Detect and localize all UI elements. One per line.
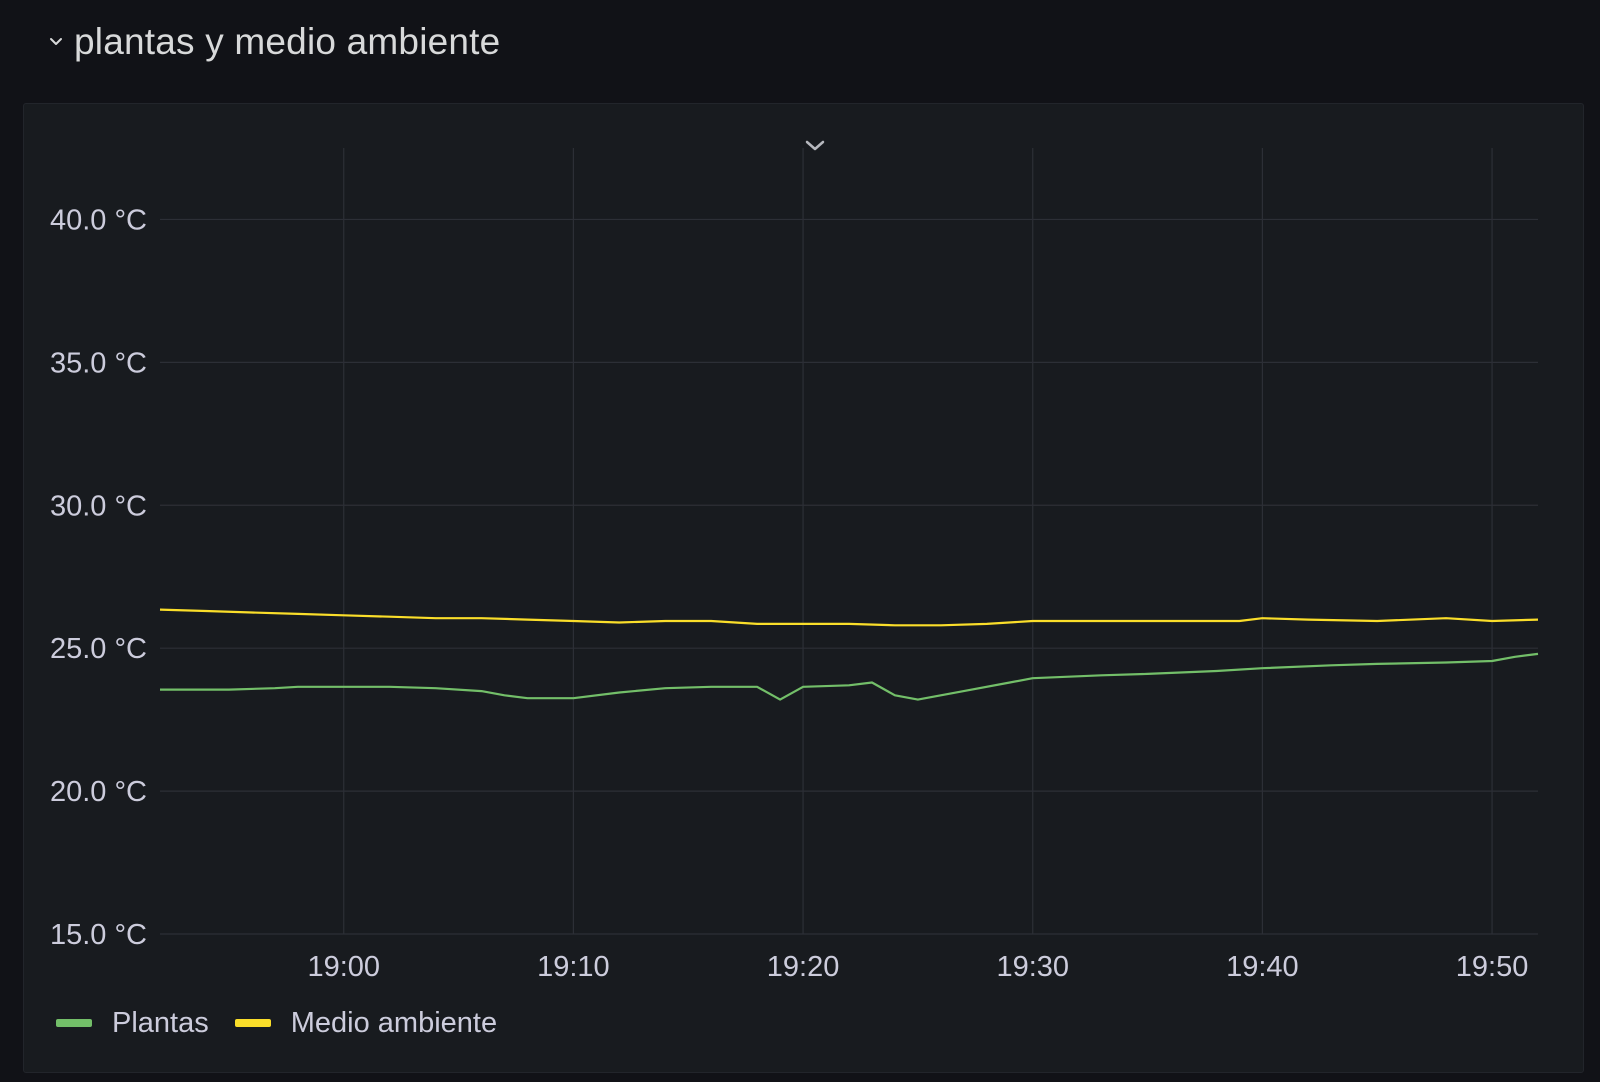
y-tick-label: 25.0 °C xyxy=(50,633,147,665)
series-lines xyxy=(159,608,1539,701)
panel-menu-chevron-icon[interactable] xyxy=(803,134,827,158)
legend-label: Plantas xyxy=(112,1006,209,1039)
row-title[interactable]: plantas y medio ambiente xyxy=(74,21,501,62)
x-tick-label: 19:10 xyxy=(537,951,610,983)
row-header[interactable]: plantas y medio ambiente xyxy=(46,14,500,70)
legend-item-plantas[interactable]: Plantas xyxy=(56,1007,209,1040)
x-axis: 19:00 19:10 19:20 19:30 19:40 19:50 xyxy=(307,951,1528,983)
y-tick-label: 40.0 °C xyxy=(50,204,147,236)
legend-item-medio-ambiente[interactable]: Medio ambiente xyxy=(234,1006,498,1040)
legend-label: Medio ambiente xyxy=(290,1006,498,1039)
x-tick-label: 19:30 xyxy=(996,951,1069,983)
chevron-down-icon[interactable] xyxy=(46,32,66,52)
series-line-plantas[interactable] xyxy=(160,652,1539,701)
legend-swatch-medio-ambiente xyxy=(234,1019,271,1027)
legend: Plantas Medio ambiente xyxy=(56,1003,497,1043)
x-tick-label: 19:40 xyxy=(1226,951,1299,983)
y-tick-label: 20.0 °C xyxy=(50,776,147,808)
legend-swatch-plantas xyxy=(56,1019,92,1027)
y-tick-label: 35.0 °C xyxy=(50,347,147,379)
x-tick-label: 19:00 xyxy=(307,951,380,983)
series-line-medio-ambiente[interactable] xyxy=(159,608,1539,627)
x-tick-label: 19:20 xyxy=(767,951,840,983)
y-axis: 15.0 °C 20.0 °C 25.0 °C 30.0 °C 35.0 °C 40.0 … xyxy=(50,204,147,951)
x-tick-label: 19:50 xyxy=(1456,951,1529,983)
grid xyxy=(160,148,1538,935)
y-tick-label: 15.0 °C xyxy=(50,919,147,951)
y-tick-label: 30.0 °C xyxy=(50,490,147,522)
